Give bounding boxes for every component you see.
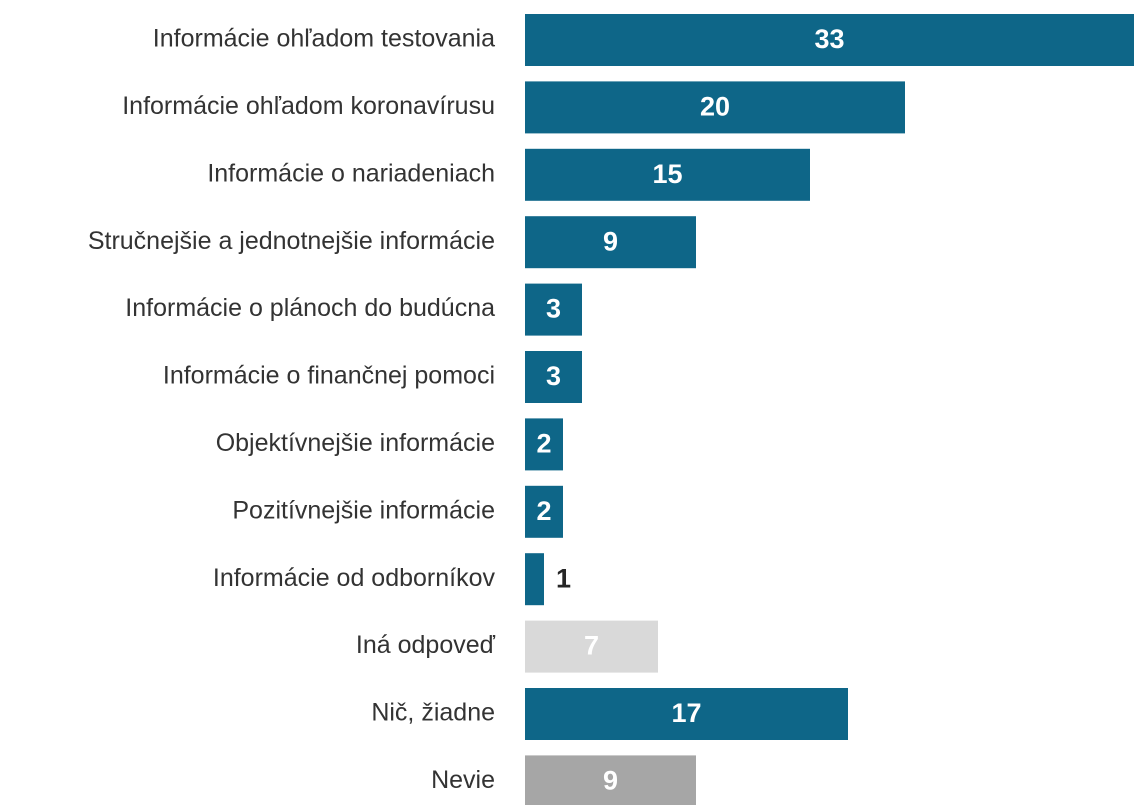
- bar: [525, 81, 905, 134]
- bar: [525, 283, 582, 336]
- value-label: 7: [584, 631, 599, 661]
- category-label: Informácie ohľadom koronavírusu: [122, 92, 495, 120]
- bar: [525, 553, 544, 606]
- bar: [525, 418, 563, 471]
- category-label: Informácie o nariadeniach: [207, 159, 495, 187]
- bar: [525, 351, 582, 403]
- value-label: 9: [603, 766, 618, 796]
- value-label: 33: [814, 24, 844, 54]
- value-label: 15: [652, 159, 682, 189]
- bar: [525, 14, 1134, 66]
- value-label: 20: [700, 92, 730, 122]
- bar: [525, 620, 658, 673]
- category-label: Informácie od odborníkov: [213, 564, 496, 592]
- category-label: Pozitívnejšie informácie: [232, 496, 495, 524]
- value-label: 3: [546, 294, 561, 324]
- value-label: 3: [546, 361, 561, 391]
- category-label: Informácie ohľadom testovania: [153, 25, 495, 53]
- value-label: 2: [536, 496, 551, 526]
- bar: [525, 755, 696, 805]
- bar: [525, 148, 810, 201]
- category-label: Objektívnejšie informácie: [216, 429, 495, 457]
- value-label: 1: [556, 563, 571, 593]
- category-label: Nič, žiadne: [371, 699, 495, 727]
- value-label: 9: [603, 226, 618, 256]
- bar: [525, 485, 563, 538]
- category-label: Stručnejšie a jednotnejšie informácie: [88, 227, 495, 255]
- category-label: Informácie o plánoch do budúcna: [125, 294, 495, 322]
- value-label: 2: [536, 429, 551, 459]
- category-label: Iná odpoveď: [356, 631, 496, 659]
- bar: [525, 688, 848, 740]
- value-label: 17: [671, 698, 701, 728]
- category-label: Informácie o finančnej pomoci: [163, 362, 495, 390]
- bar: [525, 216, 696, 269]
- category-label: Nevie: [431, 766, 495, 794]
